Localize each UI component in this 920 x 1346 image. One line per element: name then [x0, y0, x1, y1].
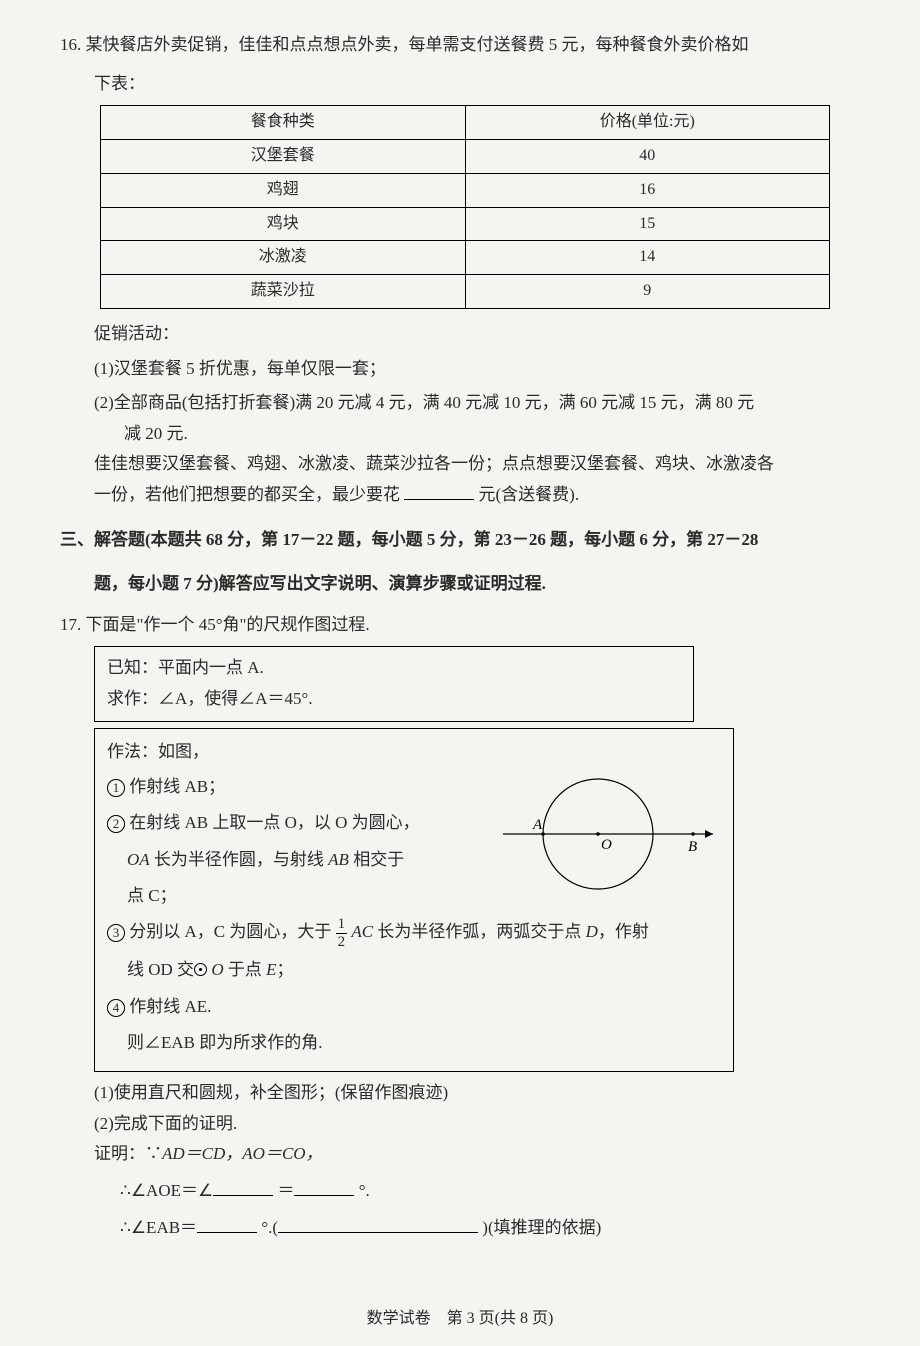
blank-degree1[interactable]	[294, 1179, 354, 1196]
q16-intro-text: 某快餐店外卖促销，佳佳和点点想点外卖，每单需支付送餐费 5 元，每种餐食外卖价格…	[86, 35, 749, 54]
fraction-half: 12	[336, 916, 348, 950]
given-line1: 已知：平面内一点 A.	[107, 653, 681, 684]
label-B: B	[688, 839, 697, 855]
table-row: 鸡翅16	[101, 173, 830, 207]
table-row: 鸡块15	[101, 207, 830, 241]
proof-l1: 证明：∵AD＝CD，AO＝CO，	[60, 1139, 860, 1170]
given-line2: 求作：∠A，使得∠A＝45°.	[107, 684, 681, 715]
answer-blank[interactable]	[404, 483, 474, 500]
label-O: O	[601, 837, 612, 853]
section-3-title: 三、解答题(本题共 68 分，第 17－22 题，每小题 5 分，第 23－26…	[60, 525, 860, 556]
col-header-price: 价格(单位:元)	[465, 106, 830, 140]
q17: 17. 下面是"作一个 45°角"的尺规作图过程. 已知：平面内一点 A. 求作…	[60, 610, 860, 1244]
q17-title: 下面是"作一个 45°角"的尺规作图过程.	[86, 615, 370, 634]
construction-diagram: A O B	[503, 769, 723, 899]
step-3c: 线 OD 交 O O 于点 E；于点 E；	[107, 954, 721, 986]
label-A: A	[532, 817, 543, 833]
given-box: 已知：平面内一点 A. 求作：∠A，使得∠A＝45°.	[94, 646, 694, 721]
section-3-title-b: 题，每小题 7 分)解答应写出文字说明、演算步骤或证明过程.	[60, 569, 860, 600]
q16-desc1: 佳佳想要汉堡套餐、鸡翅、冰激凌、蔬菜沙拉各一份；点点想要汉堡套餐、鸡块、冰激凌各	[60, 449, 860, 480]
proof-l2: ∴∠AOE＝∠ ＝ °.	[60, 1176, 860, 1207]
table-header-row: 餐食种类 价格(单位:元)	[101, 106, 830, 140]
promo-2b: 减 20 元.	[60, 419, 860, 450]
method-header: 作法：如图，	[107, 737, 721, 768]
step-num-2: 2	[107, 815, 125, 833]
q16-intro: 16. 某快餐店外卖促销，佳佳和点点想点外卖，每单需支付送餐费 5 元，每种餐食…	[60, 30, 860, 61]
q17-header: 17. 下面是"作一个 45°角"的尺规作图过程.	[60, 610, 860, 641]
step-3: 3 分别以 A，C 为圆心，大于 12 AC AC 长为半径作弧，两弧交于点 D…	[107, 916, 721, 950]
step-num-1: 1	[107, 779, 125, 797]
promo-title: 促销活动：	[60, 319, 860, 350]
q17-number: 17.	[60, 615, 81, 634]
q17-sub2: (2)完成下面的证明.	[60, 1109, 860, 1140]
blank-degree2[interactable]	[197, 1216, 257, 1233]
step-num-3: 3	[107, 924, 125, 942]
step-conclusion: 则∠EAB 即为所求作的角.	[107, 1027, 721, 1059]
table-row: 汉堡套餐40	[101, 139, 830, 173]
circle-o-icon	[194, 963, 207, 976]
promo-2a: (2)全部商品(包括打折套餐)满 20 元减 4 元，满 40 元减 10 元，…	[60, 388, 860, 419]
method-box: 作法：如图， 1 作射线 AB； 2 在射线 AB 上取一点 O，以 O 为圆心…	[94, 728, 734, 1073]
step-num-4: 4	[107, 999, 125, 1017]
page-footer: 数学试卷 第 3 页(共 8 页)	[0, 1305, 920, 1334]
blank-angle[interactable]	[213, 1179, 273, 1196]
q17-sub1: (1)使用直尺和圆规，补全图形；(保留作图痕迹)	[60, 1078, 860, 1109]
table-row: 冰激凌14	[101, 241, 830, 275]
proof-l3: ∴∠EAB＝ °.( )(填推理的依据)	[60, 1213, 860, 1244]
price-table: 餐食种类 价格(单位:元) 汉堡套餐40 鸡翅16 鸡块15 冰激凌14 蔬菜沙…	[100, 105, 830, 309]
step-4: 4 作射线 AE.	[107, 991, 721, 1023]
promo-1: (1)汉堡套餐 5 折优惠，每单仅限一套；	[60, 354, 860, 385]
q16-desc2: 一份，若他们把想要的都买全，最少要花 元(含送餐费).	[60, 480, 860, 511]
q16-intro2: 下表：	[60, 69, 860, 100]
blank-reason[interactable]	[278, 1216, 478, 1233]
table-row: 蔬菜沙拉9	[101, 275, 830, 309]
q16: 16. 某快餐店外卖促销，佳佳和点点想点外卖，每单需支付送餐费 5 元，每种餐食…	[60, 30, 860, 511]
q16-number: 16.	[60, 35, 81, 54]
col-header-food: 餐食种类	[101, 106, 466, 140]
